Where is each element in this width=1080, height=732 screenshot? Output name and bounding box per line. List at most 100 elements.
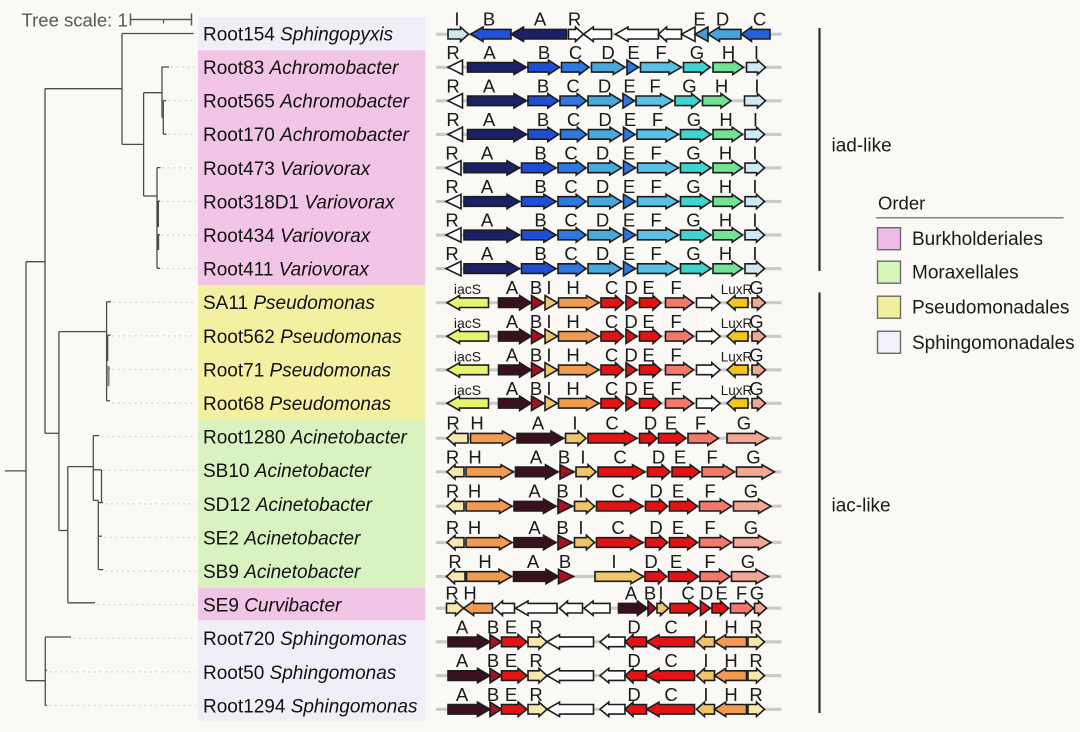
- svg-text:D: D: [624, 344, 637, 365]
- svg-text:D: D: [649, 481, 662, 502]
- svg-text:SB10 Acinetobacter: SB10 Acinetobacter: [203, 461, 372, 482]
- svg-text:H: H: [719, 210, 732, 231]
- svg-text:H: H: [719, 176, 732, 197]
- svg-text:C: C: [664, 616, 677, 637]
- svg-text:D: D: [644, 551, 657, 572]
- svg-text:C: C: [564, 142, 577, 163]
- svg-text:R: R: [446, 109, 459, 130]
- svg-text:I: I: [454, 9, 459, 30]
- svg-text:I: I: [752, 243, 757, 264]
- svg-text:A: A: [625, 583, 638, 604]
- svg-text:SA11 Pseudomonas: SA11 Pseudomonas: [203, 293, 375, 314]
- svg-text:Burkholderiales: Burkholderiales: [912, 229, 1043, 250]
- svg-text:B: B: [530, 344, 542, 365]
- svg-text:G: G: [744, 481, 758, 502]
- svg-text:iacS: iacS: [454, 382, 481, 398]
- svg-text:B: B: [534, 176, 546, 197]
- svg-text:F: F: [670, 378, 681, 399]
- svg-text:G: G: [746, 446, 760, 467]
- svg-text:E: E: [670, 551, 682, 572]
- svg-text:G: G: [690, 42, 704, 63]
- svg-text:Root565 Achromobacter: Root565 Achromobacter: [203, 92, 410, 113]
- svg-text:R: R: [446, 481, 459, 502]
- svg-text:H: H: [566, 277, 579, 298]
- svg-text:F: F: [670, 344, 681, 365]
- svg-text:Pseudomonadales: Pseudomonadales: [912, 298, 1069, 319]
- svg-text:SB9 Acinetobacter: SB9 Acinetobacter: [203, 562, 361, 583]
- svg-text:C: C: [564, 210, 577, 231]
- svg-text:B: B: [556, 517, 568, 538]
- svg-text:I: I: [580, 446, 585, 467]
- svg-text:A: A: [483, 109, 496, 130]
- svg-text:E: E: [665, 413, 677, 434]
- svg-text:G: G: [749, 378, 763, 399]
- svg-text:D: D: [601, 42, 614, 63]
- svg-text:R: R: [448, 551, 461, 572]
- svg-text:G: G: [686, 142, 700, 163]
- svg-text:C: C: [611, 517, 624, 538]
- svg-text:C: C: [605, 277, 618, 298]
- svg-text:E: E: [623, 75, 635, 96]
- svg-text:B: B: [483, 9, 495, 30]
- svg-text:G: G: [749, 277, 763, 298]
- svg-text:C: C: [681, 583, 694, 604]
- svg-text:B: B: [530, 277, 542, 298]
- svg-text:H: H: [478, 551, 491, 572]
- svg-text:C: C: [753, 9, 766, 30]
- svg-text:A: A: [506, 277, 519, 298]
- svg-text:A: A: [456, 684, 469, 705]
- svg-text:B: B: [487, 616, 499, 637]
- svg-text:G: G: [749, 311, 763, 332]
- svg-text:A: A: [527, 551, 540, 572]
- svg-text:I: I: [703, 650, 708, 671]
- svg-text:E: E: [642, 344, 654, 365]
- svg-text:R: R: [749, 684, 762, 705]
- svg-text:D: D: [596, 243, 609, 264]
- svg-text:R: R: [446, 446, 459, 467]
- svg-text:B: B: [558, 446, 570, 467]
- svg-text:D: D: [596, 142, 609, 163]
- svg-text:E: E: [642, 277, 654, 298]
- svg-text:D: D: [624, 378, 637, 399]
- svg-text:SE9 Curvibacter: SE9 Curvibacter: [203, 596, 342, 617]
- svg-text:iac-like: iac-like: [832, 496, 891, 517]
- svg-text:H: H: [566, 344, 579, 365]
- svg-text:C: C: [569, 42, 582, 63]
- svg-text:H: H: [566, 378, 579, 399]
- svg-text:E: E: [623, 176, 635, 197]
- svg-text:I: I: [703, 616, 708, 637]
- svg-text:Root71 Pseudomonas: Root71 Pseudomonas: [203, 360, 392, 381]
- svg-text:H: H: [724, 616, 737, 637]
- svg-text:F: F: [706, 446, 717, 467]
- svg-text:LuxR: LuxR: [721, 282, 753, 297]
- svg-text:A: A: [532, 413, 545, 434]
- svg-text:C: C: [605, 378, 618, 399]
- svg-text:E: E: [715, 583, 727, 604]
- svg-text:D: D: [624, 311, 637, 332]
- svg-text:F: F: [650, 142, 661, 163]
- svg-text:I: I: [753, 109, 758, 130]
- svg-text:A: A: [530, 446, 543, 467]
- svg-text:D: D: [596, 210, 609, 231]
- svg-text:LuxR: LuxR: [721, 383, 753, 398]
- svg-text:I: I: [546, 378, 551, 399]
- svg-text:SE2 Acinetobacter: SE2 Acinetobacter: [203, 528, 361, 549]
- svg-text:R: R: [446, 75, 459, 96]
- svg-text:I: I: [546, 311, 551, 332]
- svg-text:E: E: [505, 684, 517, 705]
- svg-text:Root411 Variovorax: Root411 Variovorax: [203, 260, 370, 281]
- svg-text:B: B: [559, 551, 571, 572]
- svg-text:E: E: [642, 311, 654, 332]
- svg-text:E: E: [505, 650, 517, 671]
- svg-text:A: A: [481, 142, 494, 163]
- svg-text:iacS: iacS: [454, 348, 481, 364]
- svg-text:Root170 Achromobacter: Root170 Achromobacter: [203, 125, 410, 146]
- svg-text:C: C: [564, 176, 577, 197]
- svg-text:A: A: [506, 344, 519, 365]
- svg-text:F: F: [655, 42, 666, 63]
- svg-text:R: R: [445, 583, 458, 604]
- svg-text:Root473 Variovorax: Root473 Variovorax: [203, 159, 372, 180]
- svg-text:A: A: [481, 176, 494, 197]
- svg-text:I: I: [546, 344, 551, 365]
- svg-text:D: D: [627, 684, 640, 705]
